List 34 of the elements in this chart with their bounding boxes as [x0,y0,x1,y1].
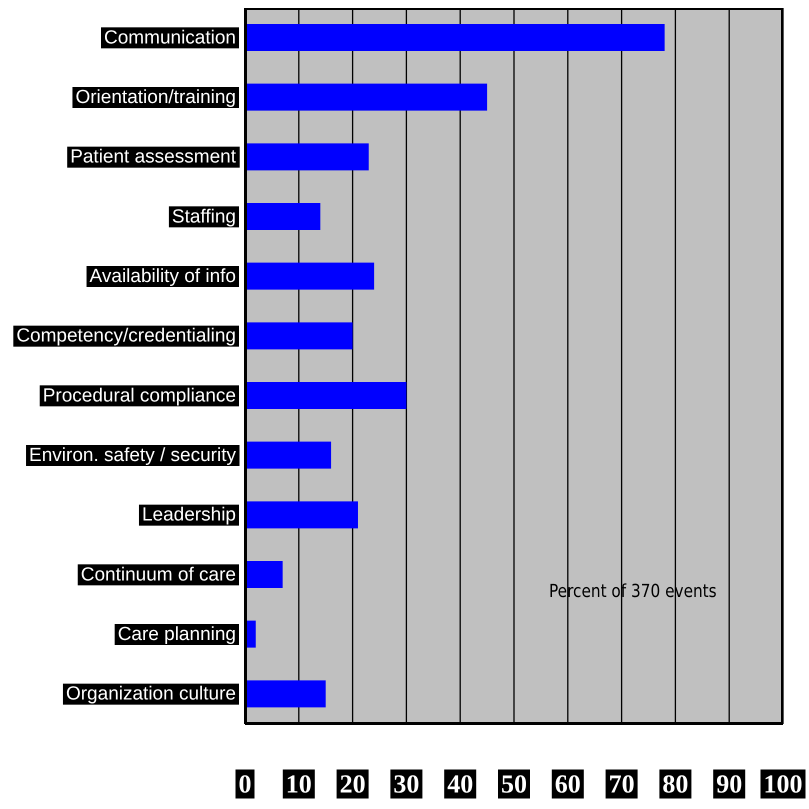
y-tick-label: Availability of info [90,266,236,287]
y-tick-label: Procedural compliance [42,385,236,406]
bar [245,84,488,111]
bar [245,680,326,708]
y-tick-label: Orientation/training [75,87,236,108]
bar [245,322,353,350]
bar [245,24,665,51]
x-tick-label: 90 [716,770,742,798]
x-tick-label: 30 [393,770,420,798]
y-tick-label: Patient assessment [70,146,237,168]
x-tick-label: 40 [447,770,474,798]
x-tick-label: 70 [608,770,635,798]
x-tick-label: 60 [554,770,581,798]
y-tick-label: Environ. safety / security [29,445,236,466]
bar [245,501,358,528]
x-tick-label: 0 [238,770,252,798]
y-tick-label: Leadership [142,504,236,526]
y-tick-label: Staffing [172,206,236,228]
y-tick-label: Continuum of care [80,564,236,586]
x-tick-label: 100 [764,770,802,798]
bar [245,442,332,469]
bar [245,561,283,588]
bar [245,262,374,290]
x-tick-label: 80 [662,770,688,798]
x-tick-label: 10 [286,770,312,798]
y-tick-label: Organization culture [66,684,236,705]
bar [245,382,406,409]
x-tick-label: 20 [340,770,366,798]
y-tick-label: Communication [104,27,236,48]
y-tick-label: Competency/credentialing [16,326,236,347]
bar [245,203,320,230]
y-tick-label: Care planning [118,624,236,645]
x-tick-label: 50 [501,770,527,798]
bar [245,143,369,170]
